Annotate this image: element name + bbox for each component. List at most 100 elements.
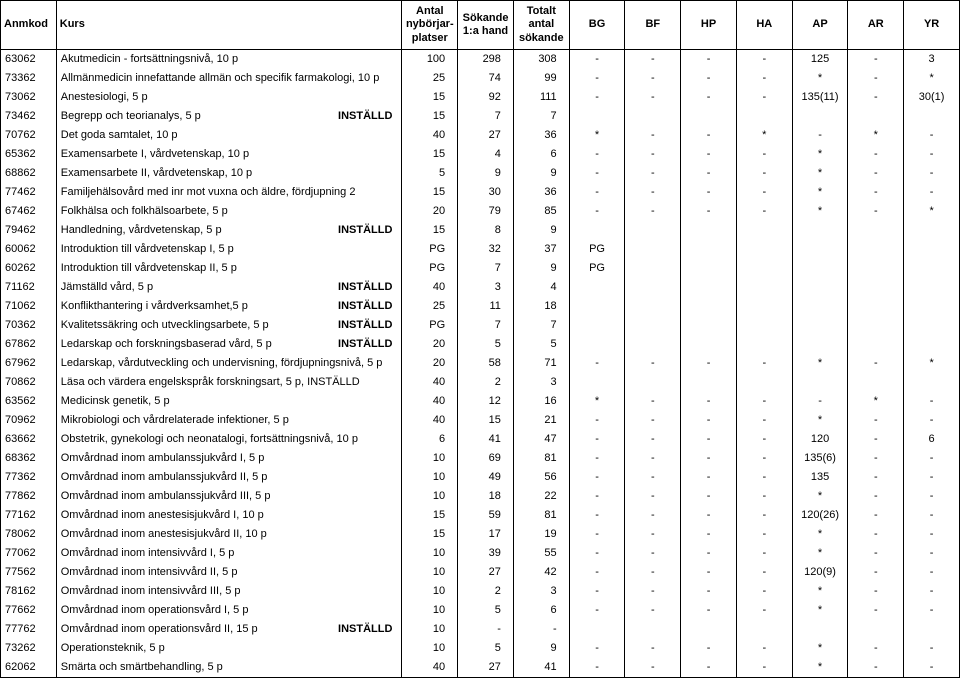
cell-ha: -: [736, 639, 792, 658]
cell-ha: -: [736, 563, 792, 582]
cell-code: 63662: [1, 430, 57, 449]
cell-hp: -: [681, 145, 737, 164]
cell-bf: -: [625, 202, 681, 221]
table-row: 73262Operationsteknik, 5 p1059----*--: [1, 639, 960, 658]
cell-sok: 32: [458, 240, 514, 259]
cell-ha: -: [736, 392, 792, 411]
cell-tot: 19: [513, 525, 569, 544]
course-name: Omvårdnad inom ambulanssjukvård I, 5 p: [61, 451, 265, 466]
cell-yr: -: [904, 183, 960, 202]
cell-tot: 21: [513, 411, 569, 430]
cell-sok: 59: [458, 506, 514, 525]
cell-ar: [848, 316, 904, 335]
cell-name: Omvårdnad inom operationsvård I, 5 p: [56, 601, 402, 620]
cell-code: 67462: [1, 202, 57, 221]
col-header-ha: HA: [736, 1, 792, 50]
cell-name: Introduktion till vårdvetenskap I, 5 p: [56, 240, 402, 259]
table-row: 67462Folkhälsa och folkhälsoarbete, 5 p2…: [1, 202, 960, 221]
cell-ar: -: [848, 506, 904, 525]
cell-tot: 81: [513, 506, 569, 525]
cell-ha: -: [736, 449, 792, 468]
cell-antal: 40: [402, 126, 458, 145]
cell-bf: -: [625, 88, 681, 107]
col-header-antal: Antalnybörjar-platser: [402, 1, 458, 50]
cell-ap: 120: [792, 430, 848, 449]
cell-bg: -: [569, 639, 625, 658]
course-name: Familjehälsovård med inr mot vuxna och ä…: [61, 185, 356, 200]
course-name: Introduktion till vårdvetenskap I, 5 p: [61, 242, 234, 257]
cell-name: Konflikthantering i vårdverksamhet,5 pIN…: [56, 297, 402, 316]
table-row: 60262Introduktion till vårdvetenskap II,…: [1, 259, 960, 278]
cell-name: Mikrobiologi och vårdrelaterade infektio…: [56, 411, 402, 430]
cell-tot: 81: [513, 449, 569, 468]
table-row: 70362Kvalitetssäkring och utvecklingsarb…: [1, 316, 960, 335]
table-row: 70862Läsa och värdera engelskspråk forsk…: [1, 373, 960, 392]
cell-bg: -: [569, 468, 625, 487]
col-header-bg: BG: [569, 1, 625, 50]
course-name: Examensarbete I, vårdvetenskap, 10 p: [61, 147, 249, 162]
cell-bf: -: [625, 487, 681, 506]
cell-tot: 7: [513, 107, 569, 126]
cell-name: Omvårdnad inom intensivvård III, 5 p: [56, 582, 402, 601]
cell-yr: [904, 373, 960, 392]
cell-bf: -: [625, 145, 681, 164]
cell-antal: 20: [402, 354, 458, 373]
course-name: Omvårdnad inom anestesisjukvård II, 10 p: [61, 527, 267, 542]
course-name: Begrepp och teorianalys, 5 p: [61, 109, 201, 124]
cell-sok: 30: [458, 183, 514, 202]
cell-hp: -: [681, 449, 737, 468]
cell-name: Familjehälsovård med inr mot vuxna och ä…: [56, 183, 402, 202]
cell-tot: 42: [513, 563, 569, 582]
cell-ar: [848, 373, 904, 392]
cell-ap: *: [792, 354, 848, 373]
cell-antal: 15: [402, 145, 458, 164]
cell-ha: -: [736, 183, 792, 202]
cell-name: Omvårdnad inom anestesisjukvård II, 10 p: [56, 525, 402, 544]
cell-yr: -: [904, 145, 960, 164]
cell-yr: 6: [904, 430, 960, 449]
course-name: Omvårdnad inom intensivvård II, 5 p: [61, 565, 238, 580]
cell-ar: *: [848, 126, 904, 145]
course-name: Smärta och smärtbehandling, 5 p: [61, 660, 223, 675]
cell-sok: 41: [458, 430, 514, 449]
cell-hp: [681, 297, 737, 316]
cell-sok: 27: [458, 126, 514, 145]
cell-yr: 3: [904, 50, 960, 70]
cell-code: 62062: [1, 658, 57, 678]
cell-ha: -: [736, 164, 792, 183]
table-row: 68362Omvårdnad inom ambulanssjukvård I, …: [1, 449, 960, 468]
cell-name: Begrepp och teorianalys, 5 pINSTÄLLD: [56, 107, 402, 126]
cell-bg: -: [569, 202, 625, 221]
cell-antal: 15: [402, 88, 458, 107]
cell-hp: -: [681, 183, 737, 202]
cell-ha: [736, 335, 792, 354]
table-row: 79462Handledning, vårdvetenskap, 5 pINST…: [1, 221, 960, 240]
cell-tot: 7: [513, 316, 569, 335]
cell-antal: 40: [402, 658, 458, 678]
cell-antal: PG: [402, 240, 458, 259]
cell-sok: 3: [458, 278, 514, 297]
cell-ap: *: [792, 69, 848, 88]
course-name: Mikrobiologi och vårdrelaterade infektio…: [61, 413, 289, 428]
cell-sok: 8: [458, 221, 514, 240]
table-row: 77462Familjehälsovård med inr mot vuxna …: [1, 183, 960, 202]
course-name: Konflikthantering i vårdverksamhet,5 p: [61, 299, 248, 314]
cell-name: Omvårdnad inom ambulanssjukvård II, 5 p: [56, 468, 402, 487]
cell-sok: 5: [458, 639, 514, 658]
cell-bg: -: [569, 50, 625, 70]
cell-sok: 17: [458, 525, 514, 544]
cell-ap: [792, 259, 848, 278]
course-name: Kvalitetssäkring och utvecklingsarbete, …: [61, 318, 269, 333]
cell-bf: [625, 620, 681, 639]
cell-bf: [625, 107, 681, 126]
cell-code: 60062: [1, 240, 57, 259]
cell-tot: 99: [513, 69, 569, 88]
cell-tot: 6: [513, 145, 569, 164]
cell-tot: 55: [513, 544, 569, 563]
cell-name: Jämställd vård, 5 pINSTÄLLD: [56, 278, 402, 297]
cell-hp: [681, 240, 737, 259]
cell-ha: -: [736, 50, 792, 70]
col-header-name: Kurs: [56, 1, 402, 50]
cell-ap: *: [792, 639, 848, 658]
cell-code: 67862: [1, 335, 57, 354]
